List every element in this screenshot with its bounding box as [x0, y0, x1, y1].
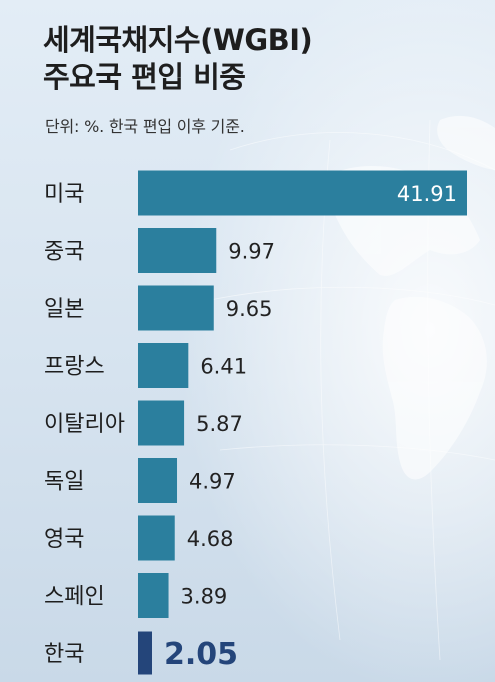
value-label: 4.97	[189, 470, 236, 494]
category-label: 이탈리아	[44, 412, 125, 437]
value-label: 9.97	[228, 240, 275, 264]
value-label-highlight: 2.05	[164, 637, 238, 672]
category-label: 영국	[44, 527, 84, 552]
category-label: 한국	[44, 642, 84, 667]
bar-highlight	[138, 631, 152, 675]
category-label: 일본	[44, 297, 84, 322]
category-label: 독일	[44, 470, 84, 495]
chart-title-line-1: 세계국채지수(WGBI)	[43, 23, 313, 57]
category-label: 스페인	[44, 585, 105, 610]
value-label: 3.89	[181, 585, 228, 609]
value-label: 41.91	[397, 182, 457, 206]
category-label: 중국	[44, 240, 84, 265]
chart-title: 세계국채지수(WGBI) 주요국 편입 비중	[43, 22, 313, 96]
bar	[138, 343, 189, 388]
value-label: 4.68	[187, 527, 234, 551]
value-label: 9.65	[226, 297, 273, 321]
bar	[138, 458, 178, 503]
value-label: 6.41	[200, 355, 247, 379]
bar	[138, 228, 217, 273]
bar	[138, 573, 169, 618]
bar	[138, 400, 185, 446]
value-label: 5.87	[196, 412, 243, 436]
bar	[138, 170, 467, 216]
chart-title-line-2: 주요국 편입 비중	[43, 60, 246, 94]
category-label: 미국	[44, 182, 84, 207]
bar	[138, 515, 175, 561]
category-label: 프랑스	[44, 355, 105, 380]
bar	[138, 285, 214, 331]
unit-note: 단위: %. 한국 편입 이후 기준.	[45, 117, 245, 136]
